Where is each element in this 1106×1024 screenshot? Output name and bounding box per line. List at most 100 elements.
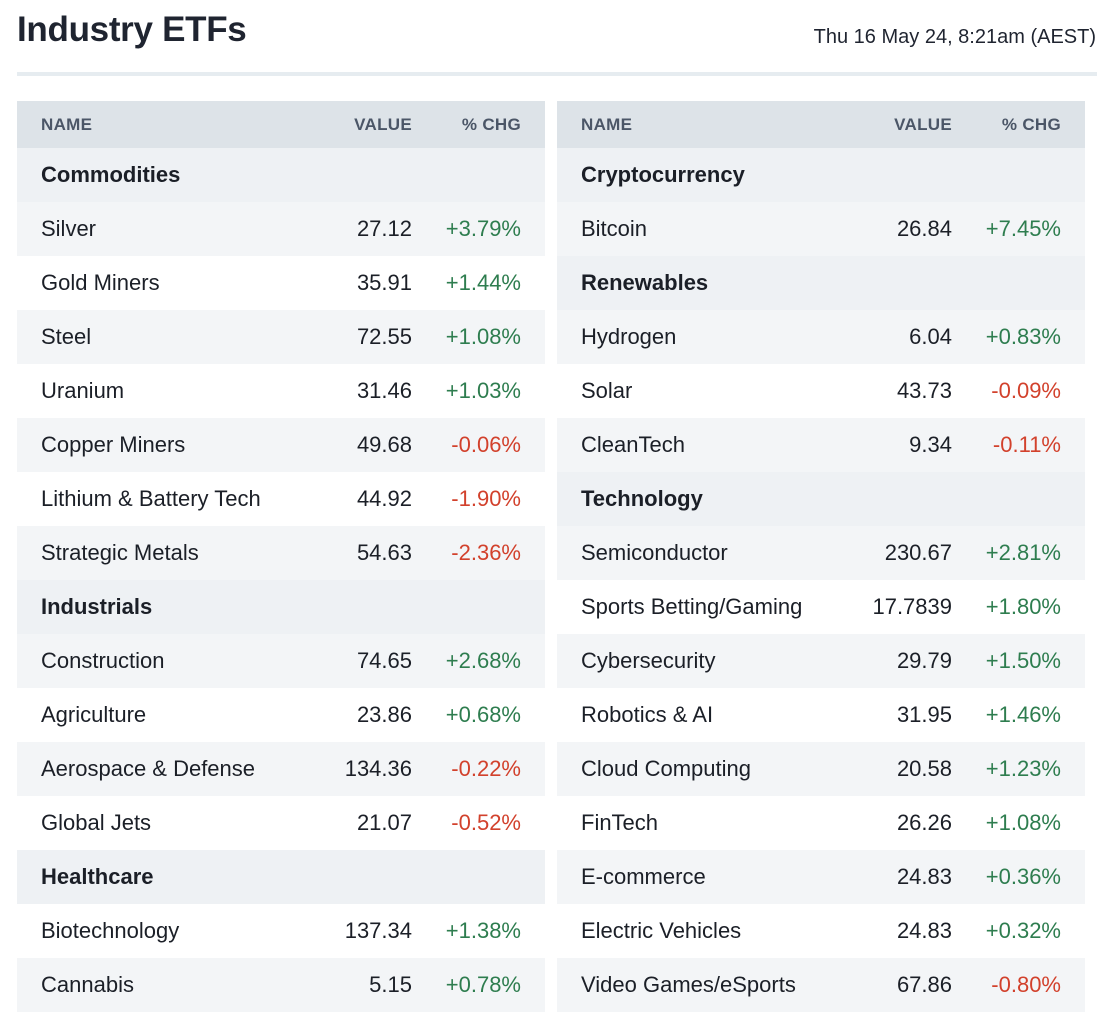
table-row[interactable]: Construction 74.65 +2.68%: [17, 634, 545, 688]
etf-value: 9.34: [909, 432, 952, 457]
etf-name[interactable]: Copper Miners: [41, 432, 186, 457]
table-row[interactable]: Solar 43.73 -0.09%: [557, 364, 1085, 418]
column-header-chg[interactable]: % CHG: [1001, 114, 1061, 134]
etf-value: 31.95: [896, 702, 952, 727]
table-row[interactable]: Gold Miners 35.91 +1.44%: [17, 256, 545, 310]
table-row[interactable]: Aerospace & Defense 134.36 -0.22%: [17, 742, 545, 796]
etf-change: +0.32%: [985, 918, 1061, 943]
etf-name[interactable]: Hydrogen: [581, 324, 677, 349]
etf-value: 230.67: [884, 540, 952, 565]
etf-value: 67.86: [896, 972, 952, 997]
etf-change: +1.03%: [445, 378, 521, 403]
table-row[interactable]: Sports Betting/Gaming 17.7839 +1.80%: [557, 580, 1085, 634]
etf-name[interactable]: CleanTech: [581, 432, 685, 457]
column-header-name[interactable]: NAME: [41, 114, 93, 134]
etf-value: 24.83: [896, 864, 952, 889]
etf-change: +0.83%: [985, 324, 1061, 349]
etf-change: -0.52%: [451, 810, 521, 835]
etf-name[interactable]: Sports Betting/Gaming: [581, 594, 803, 619]
etf-change: +2.68%: [445, 648, 521, 673]
etf-name[interactable]: FinTech: [581, 810, 659, 835]
table-row[interactable]: Cannabis 5.15 +0.78%: [17, 958, 545, 1012]
etf-name[interactable]: Aerospace & Defense: [41, 756, 256, 781]
etf-value: 29.79: [896, 648, 952, 673]
etf-change: -0.06%: [451, 432, 521, 457]
etf-name[interactable]: Bitcoin: [581, 216, 648, 241]
etf-value: 23.86: [356, 702, 412, 727]
etf-name[interactable]: Video Games/eSports: [581, 972, 796, 997]
table-row[interactable]: Electric Vehicles 24.83 +0.32%: [557, 904, 1085, 958]
column-header-value[interactable]: VALUE: [894, 114, 952, 134]
section-header: Industrials: [17, 580, 545, 634]
section-header: Renewables: [557, 256, 1085, 310]
column-header-value[interactable]: VALUE: [354, 114, 412, 134]
etf-change: +1.46%: [985, 702, 1061, 727]
etf-name[interactable]: Cybersecurity: [581, 648, 716, 673]
table-body: Cryptocurrency Bitcoin 26.84 +7.45% Renewabl…: [557, 148, 1085, 1012]
section-header: Cryptocurrency: [557, 148, 1085, 202]
table-row[interactable]: Video Games/eSports 67.86 -0.80%: [557, 958, 1085, 1012]
table-row[interactable]: Strategic Metals 54.63 -2.36%: [17, 526, 545, 580]
table-row[interactable]: Agriculture 23.86 +0.68%: [17, 688, 545, 742]
etf-name[interactable]: Semiconductor: [581, 540, 728, 565]
table-row[interactable]: Biotechnology 137.34 +1.38%: [17, 904, 545, 958]
etf-name[interactable]: Silver: [41, 216, 97, 241]
etf-name[interactable]: Solar: [581, 378, 633, 403]
etf-change: -0.11%: [992, 432, 1061, 457]
section-header: Commodities: [17, 148, 545, 202]
table-row[interactable]: Bitcoin 26.84 +7.45%: [557, 202, 1085, 256]
etf-name[interactable]: Biotechnology: [41, 918, 180, 943]
etf-change: -0.22%: [451, 756, 521, 781]
etf-value: 134.36: [344, 756, 412, 781]
etf-name[interactable]: Electric Vehicles: [581, 918, 742, 943]
etf-name[interactable]: Lithium & Battery Tech: [41, 486, 261, 511]
etf-name[interactable]: Cloud Computing: [581, 756, 751, 781]
etf-name[interactable]: Robotics & AI: [581, 702, 714, 727]
table-row[interactable]: Robotics & AI 31.95 +1.46%: [557, 688, 1085, 742]
etf-value: 31.46: [356, 378, 412, 403]
table-row[interactable]: Copper Miners 49.68 -0.06%: [17, 418, 545, 472]
etf-value: 137.34: [344, 918, 412, 943]
etf-name[interactable]: Uranium: [41, 378, 125, 403]
etf-change: -1.90%: [451, 486, 521, 511]
table-row[interactable]: Steel 72.55 +1.08%: [17, 310, 545, 364]
etf-name[interactable]: E-commerce: [581, 864, 706, 889]
section-header: Technology: [557, 472, 1085, 526]
table-row[interactable]: Uranium 31.46 +1.03%: [17, 364, 545, 418]
etf-name[interactable]: Steel: [41, 324, 92, 349]
page-title: Industry ETFs: [17, 10, 247, 49]
etf-change: +1.23%: [985, 756, 1061, 781]
etf-value: 17.7839: [872, 594, 952, 619]
etf-value: 24.83: [896, 918, 952, 943]
etf-change: +1.44%: [445, 270, 521, 295]
etf-value: 35.91: [356, 270, 412, 295]
table-row[interactable]: Lithium & Battery Tech 44.92 -1.90%: [17, 472, 545, 526]
table-row[interactable]: Cybersecurity 29.79 +1.50%: [557, 634, 1085, 688]
table-row[interactable]: E-commerce 24.83 +0.36%: [557, 850, 1085, 904]
etf-change: -0.80%: [991, 972, 1061, 997]
etf-value: 44.92: [356, 486, 412, 511]
table-row[interactable]: Cloud Computing 20.58 +1.23%: [557, 742, 1085, 796]
etf-value: 26.26: [896, 810, 952, 835]
section-label: Renewables: [581, 270, 709, 295]
table-row[interactable]: Global Jets 21.07 -0.52%: [17, 796, 545, 850]
etf-name[interactable]: Strategic Metals: [41, 540, 199, 565]
etf-value: 6.04: [909, 324, 952, 349]
column-header-name[interactable]: NAME: [581, 114, 633, 134]
etf-name[interactable]: Construction: [41, 648, 165, 673]
etf-name[interactable]: Global Jets: [41, 810, 152, 835]
etf-name[interactable]: Agriculture: [41, 702, 147, 727]
column-header-chg[interactable]: % CHG: [461, 114, 521, 134]
table-row[interactable]: Hydrogen 6.04 +0.83%: [557, 310, 1085, 364]
table-row[interactable]: FinTech 26.26 +1.08%: [557, 796, 1085, 850]
table-row[interactable]: CleanTech 9.34 -0.11%: [557, 418, 1085, 472]
section-label: Healthcare: [41, 864, 154, 889]
table-row[interactable]: Semiconductor 230.67 +2.81%: [557, 526, 1085, 580]
etf-value: 20.58: [896, 756, 952, 781]
etf-name[interactable]: Gold Miners: [41, 270, 160, 295]
section-label: Industrials: [41, 594, 153, 619]
etf-name[interactable]: Cannabis: [41, 972, 134, 997]
table-row[interactable]: Silver 27.12 +3.79%: [17, 202, 545, 256]
etf-change: +0.78%: [445, 972, 521, 997]
etf-change: +0.68%: [445, 702, 521, 727]
